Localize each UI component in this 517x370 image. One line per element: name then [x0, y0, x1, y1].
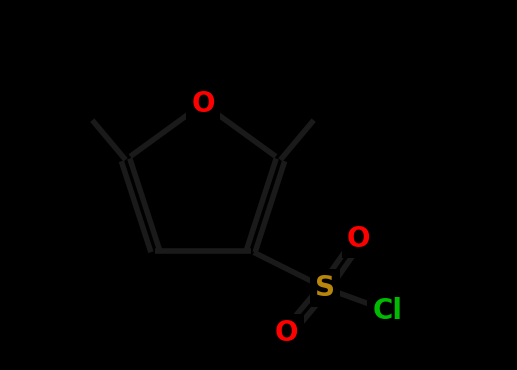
Text: O: O [347, 225, 371, 253]
Text: O: O [275, 319, 298, 347]
Text: S: S [315, 274, 335, 302]
Text: O: O [191, 90, 215, 118]
Text: Cl: Cl [372, 297, 402, 324]
